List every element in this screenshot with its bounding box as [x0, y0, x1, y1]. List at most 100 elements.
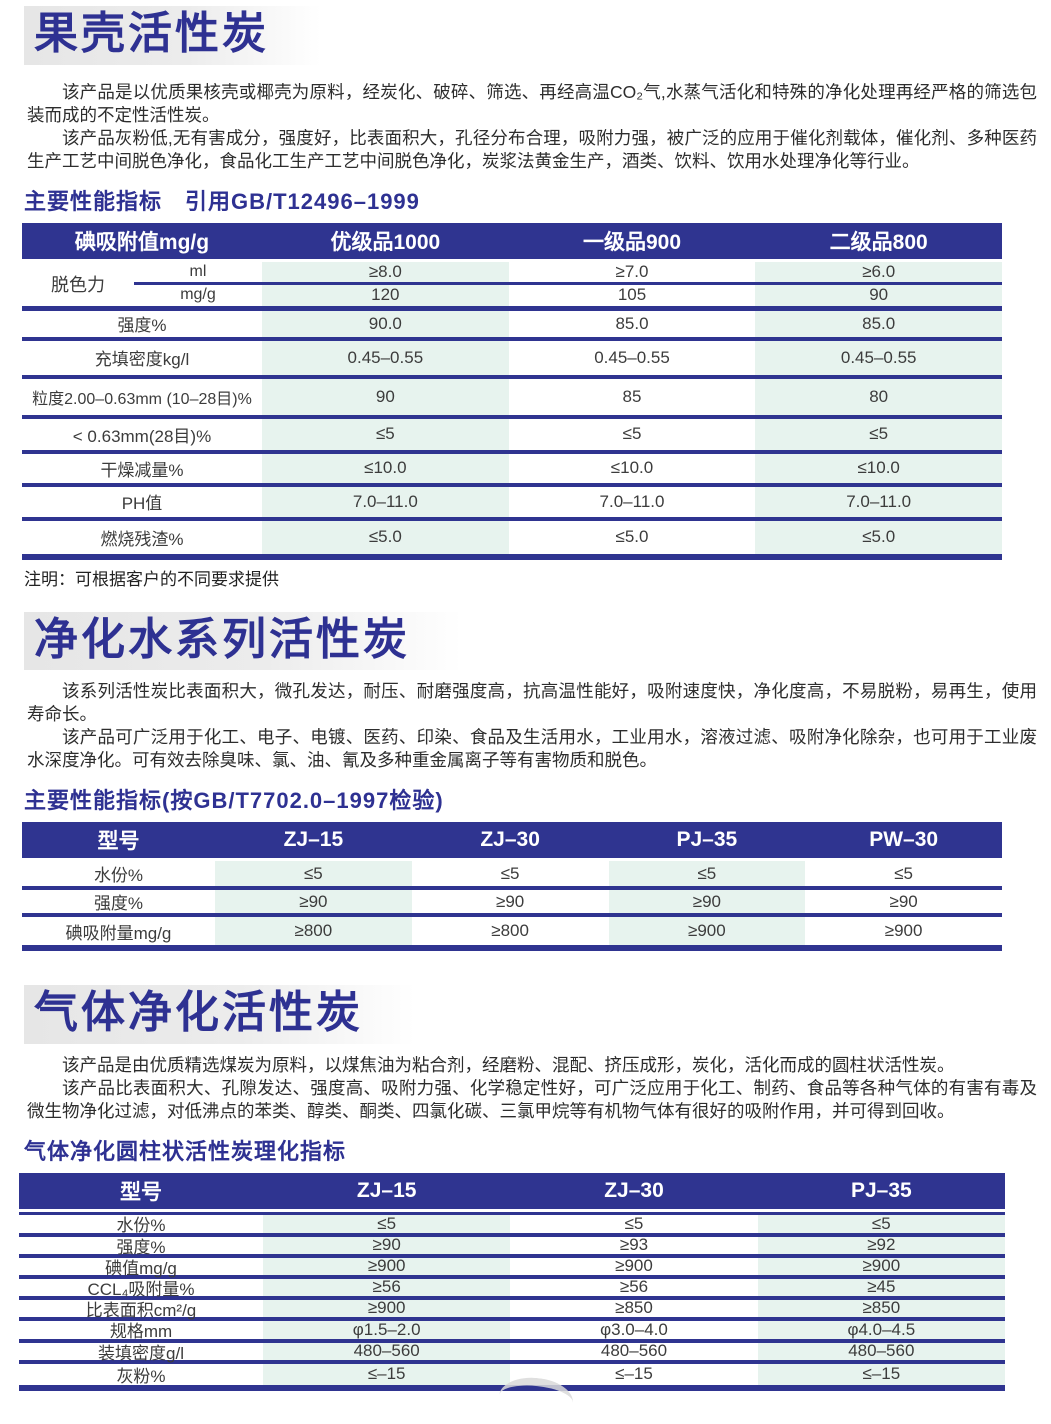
section-water-purification: 净化水系列活性炭	[0, 611, 1051, 671]
cell-value: 90	[262, 378, 509, 415]
cell-value: 105	[617, 285, 647, 305]
row-label: 比表面积cm²/g	[85, 1300, 197, 1320]
cell-value: ≥900	[615, 1256, 653, 1276]
table-row: 碘吸附量mg/g ≥800 ≥800 ≥900 ≥900	[22, 917, 1002, 946]
cell-value: ≥90	[215, 890, 412, 914]
table-row: 粒度2.00–0.63mm (10–28目)% 90 85 80	[22, 378, 1003, 419]
row-label: 燃烧残渣%	[100, 529, 184, 549]
row-label: 强度%	[117, 316, 167, 336]
section-title-shell-carbon: 果壳活性炭	[24, 6, 321, 65]
table-note: 注明：可根据客户的不同要求提供	[24, 569, 279, 589]
table-row: 充填密度kg/l 0.45–0.55 0.45–0.55 0.45–0.55	[22, 340, 1003, 379]
cell-value: 7.0–11.0	[755, 486, 1003, 517]
cell-value: 85	[622, 386, 642, 406]
paragraph: 该系列活性炭比表面积大，微孔发达，耐压、耐磨强度高，抗高温性能好，吸附速度快，净…	[27, 681, 1037, 725]
cell-value: ≥900	[884, 921, 923, 941]
table-row: 装填密度g/l 480–560 480–560 480–560	[19, 1341, 1005, 1364]
row-label: PH值	[121, 494, 163, 514]
water-purification-spec-heading: 主要性能指标(按GB/T7702.0–1997检验)	[24, 788, 444, 814]
gas-purification-spec-table: 型号 ZJ–15 ZJ–30 PJ–35 水份% ≤5 ≤5 ≤5 强度% ≥9…	[19, 1172, 1005, 1391]
table-row: < 0.63mm(28目)% ≤5 ≤5 ≤5	[22, 418, 1003, 454]
row-label: 规格mm	[109, 1322, 173, 1342]
cell-value: ≥45	[757, 1277, 1005, 1296]
cell-value: ≥900	[757, 1256, 1005, 1275]
row-label: 碘吸附量mg/g	[65, 923, 172, 943]
cell-value: ≥800	[215, 917, 412, 946]
cell-value: ≤5	[757, 1214, 1005, 1233]
cell-value: ≤5	[608, 861, 806, 887]
cell-value: ≤5	[263, 1214, 511, 1233]
cell-value: ≥7.0	[615, 261, 649, 281]
row-label: 水份%	[93, 866, 144, 886]
paragraph: 该产品比表面积大、孔隙发达、强度高、吸附力强、化学稳定性好，可广泛应用于化工、制…	[27, 1077, 1037, 1121]
shell-carbon-spec-heading: 主要性能指标 引用GB/T12496–1999	[24, 188, 420, 214]
cell-value: 0.45–0.55	[262, 340, 509, 375]
table-header-row: 碘吸附值mg/g 优级品1000 一级品900 二级品800	[22, 222, 1002, 259]
cell-value: ≤5	[622, 424, 642, 444]
row-label: 脱色力	[51, 274, 105, 295]
cell-value: 480–560	[757, 1341, 1005, 1360]
row-label: 水份%	[116, 1216, 166, 1236]
cell-value: 0.45–0.55	[755, 340, 1003, 375]
cell-value: ≥850	[615, 1298, 653, 1318]
water-purification-intro: 该系列活性炭比表面积大，微孔发达，耐压、耐磨强度高，抗高温性能好，吸附速度快，净…	[0, 680, 1051, 772]
column-header: 二级品800	[829, 230, 928, 254]
cell-value: ≤5	[215, 861, 412, 887]
cell-value: 7.0–11.0	[262, 486, 509, 517]
subrow-unit-label: ml	[189, 262, 207, 280]
cell-value: ≤5.0	[755, 520, 1003, 554]
cell-value: 480–560	[600, 1341, 668, 1361]
cell-value: 7.0–11.0	[599, 491, 665, 511]
table-row: 强度% ≥90 ≥93 ≥92	[19, 1235, 1005, 1258]
column-header: ZJ–15	[283, 828, 344, 852]
column-header: ZJ–15	[356, 1178, 417, 1202]
column-header: 型号	[97, 830, 140, 854]
row-label: 干燥减量%	[100, 460, 184, 480]
table-row: PH值 7.0–11.0 7.0–11.0 7.0–11.0	[22, 486, 1003, 521]
paragraph: 该产品可广泛用于化工、电子、电镀、医药、印染、食品及生活用水，工业用水，溶液过滤…	[27, 727, 1037, 771]
header-rule	[19, 1211, 1005, 1215]
row-label: 碘值mg/g	[105, 1258, 177, 1278]
table-subrow-mg-g: mg/g 120 105 90	[134, 284, 1003, 306]
cell-value: ≥90	[608, 890, 806, 914]
catalog-page: { "colors":{"accent":"#2e3192","table_li…	[0, 6, 1051, 1424]
table-row: 规格mm φ1.5–2.0 φ3.0–4.0 φ4.0–4.5	[19, 1320, 1005, 1343]
column-header: ZJ–30	[604, 1178, 664, 1202]
row-label: CCL₄吸附量%	[87, 1279, 195, 1299]
cell-value: 480–560	[263, 1341, 511, 1360]
gas-purification-spec-heading: 气体净化圆柱状活性炭理化指标	[24, 1138, 347, 1164]
column-header: ZJ–30	[480, 828, 540, 852]
row-label: < 0.63mm(28目)%	[72, 426, 212, 446]
section-gas-purification: 气体净化活性炭	[0, 985, 1051, 1044]
cell-value: ≥850	[757, 1298, 1005, 1317]
column-header: 碘吸附值mg/g	[74, 230, 210, 254]
row-label: 强度%	[116, 1237, 166, 1257]
cell-value: 120	[262, 284, 509, 306]
cell-value: 0.45–0.55	[594, 347, 670, 367]
cell-value: ≤–15	[263, 1363, 511, 1385]
cell-value: ≤10.0	[755, 453, 1003, 483]
column-header: 型号	[120, 1180, 162, 1204]
cell-value: φ1.5–2.0	[263, 1320, 511, 1339]
cell-value: ≥6.0	[755, 261, 1003, 282]
cell-value: ≥90	[263, 1235, 511, 1254]
table-row: 燃烧残渣% ≤5.0 ≤5.0 ≤5.0	[22, 520, 1003, 554]
column-header: 一级品900	[582, 230, 682, 254]
cell-value: ≤5	[755, 418, 1003, 450]
table-row: 比表面积cm²/g ≥900 ≥850 ≥850	[19, 1298, 1005, 1321]
table-subrow-ml: ml ≥8.0 ≥7.0 ≥6.0	[134, 261, 1003, 285]
cell-value: ≤10.0	[610, 458, 654, 478]
cell-value: ≤–15	[757, 1363, 1005, 1385]
cell-value: 90	[755, 284, 1003, 306]
table-row-decolorizing-power: 脱色力 ml ≥8.0 ≥7.0 ≥6.0 mg/g 120 105 90	[22, 261, 1003, 311]
cell-value: 85.0	[615, 313, 649, 333]
table-row: 碘值mg/g ≥900 ≥900 ≥900	[19, 1256, 1005, 1279]
cell-value: ≥90	[496, 891, 525, 911]
column-header: 优级品1000	[330, 230, 441, 254]
gas-purification-intro: 该产品是由优质精选煤炭为原料，以煤焦油为粘合剂，经磨粉、混配、挤压成形，炭化，活…	[0, 1054, 1051, 1123]
column-header: PW–30	[869, 828, 939, 852]
cell-value: ≥93	[619, 1235, 649, 1255]
cell-value: ≥90	[889, 891, 918, 911]
section-shell-carbon: 果壳活性炭	[0, 6, 1051, 65]
table-row: 水份% ≤5 ≤5 ≤5	[19, 1214, 1005, 1237]
